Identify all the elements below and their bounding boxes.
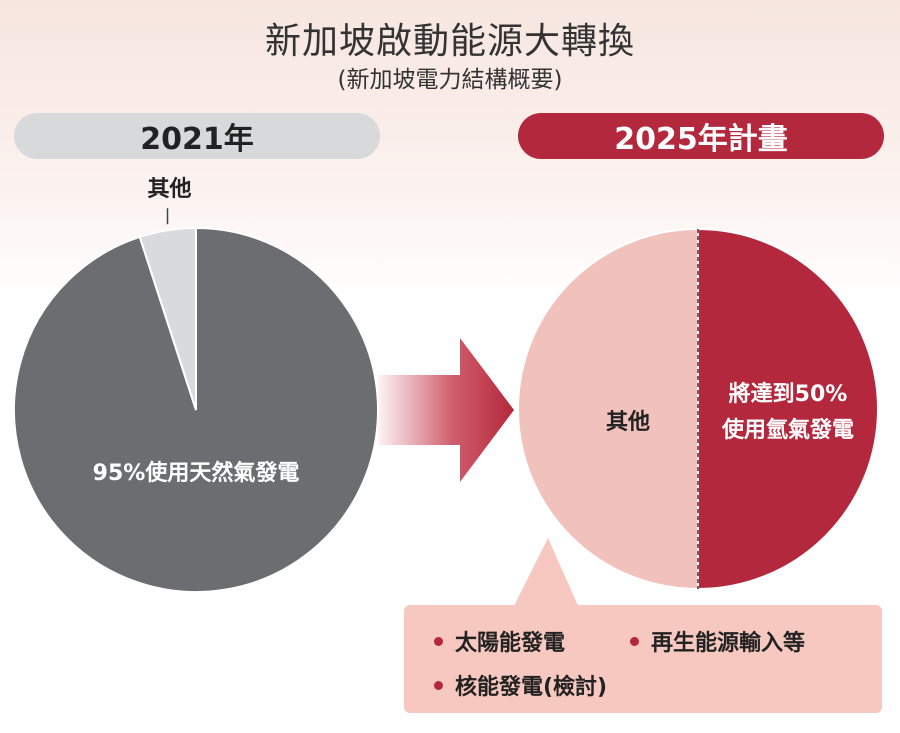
year-2021-label: 2021年 xyxy=(14,113,380,159)
bullet-icon xyxy=(434,636,443,646)
slice-other-2021 xyxy=(138,226,197,411)
legend-item-label: 核能發電(檢討) xyxy=(455,675,608,700)
slice-other-2025 xyxy=(517,227,699,591)
legend-callout-pointer xyxy=(512,538,580,610)
slice-hydrogen-2025 xyxy=(697,227,879,591)
legend-item: 再生能源輸入等 xyxy=(630,625,805,657)
other-2021-label: 其他 xyxy=(147,177,191,202)
natural-gas-2021-label: 95%使用天然氣發電 xyxy=(93,460,300,486)
hydrogen-2025-label-line1: 將達到50% xyxy=(729,381,848,407)
bullet-icon xyxy=(434,680,443,690)
transition-arrow xyxy=(378,338,514,482)
legend-item: 核能發電(檢討) xyxy=(434,669,607,701)
plan-2025-label: 2025年計畫 xyxy=(518,113,884,159)
chart-title: 新加坡啟動能源大轉換 xyxy=(264,21,635,62)
chart-subtitle: (新加坡電力結構概要) xyxy=(337,67,563,93)
legend-item-label: 太陽能發電 xyxy=(455,631,566,656)
other-2025-label: 其他 xyxy=(606,410,650,435)
hydrogen-2025-label-line2: 使用氫氣發電 xyxy=(721,417,854,443)
bullet-icon xyxy=(630,636,639,646)
legend-item: 太陽能發電 xyxy=(434,625,565,657)
legend-item-label: 再生能源輸入等 xyxy=(651,631,806,656)
other-breakdown-legend: 太陽能發電 再生能源輸入等 核能發電(檢討) xyxy=(404,605,882,713)
